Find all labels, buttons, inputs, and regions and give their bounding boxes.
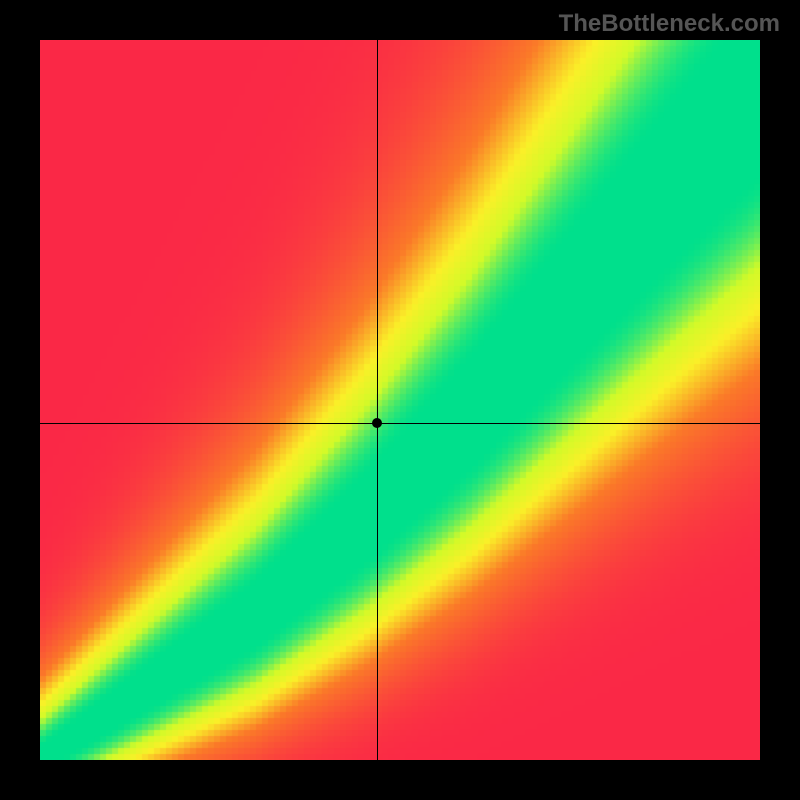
crosshair-horizontal <box>40 423 760 424</box>
crosshair-vertical <box>377 40 378 760</box>
chart-container: TheBottleneck.com <box>0 0 800 800</box>
crosshair-dot <box>372 418 382 428</box>
plot-area <box>40 40 760 760</box>
watermark-text: TheBottleneck.com <box>559 10 780 38</box>
heatmap-canvas <box>40 40 760 760</box>
